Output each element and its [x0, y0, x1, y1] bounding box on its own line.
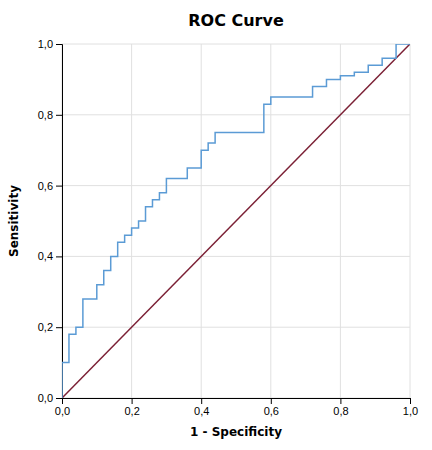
x-axis-tick-label: 0,8 — [333, 405, 348, 417]
y-axis-tick-label: 0,8 — [38, 109, 53, 121]
y-axis: 0,0 0,2 0,4 0,6 0,8 1,0 — [38, 38, 63, 404]
plot-area: 0,0 0,2 0,4 0,6 0,8 1,0 0,0 0,2 0,4 0,6 0,8 1,0 — [38, 38, 418, 417]
y-axis-tick-mark — [56, 115, 62, 116]
x-axis-tick-label: 1,0 — [403, 405, 418, 417]
x-axis: 0,0 0,2 0,4 0,6 0,8 1,0 — [55, 398, 418, 417]
y-axis-domain — [56, 45, 63, 399]
y-axis-tick: 0,4 — [38, 250, 62, 262]
x-axis-tick-mark — [410, 398, 411, 404]
x-axis-tick-label: 0,4 — [194, 405, 209, 417]
series-line — [62, 44, 410, 398]
y-axis-tick: 0,2 — [38, 321, 62, 333]
y-axis-tick: 0,8 — [38, 109, 62, 121]
y-axis-tick-label: 0,2 — [38, 321, 53, 333]
x-axis-tick-mark — [201, 398, 202, 404]
y-axis-tick-label: 0,0 — [38, 392, 53, 404]
grid-line-y — [62, 44, 410, 45]
y-axis-tick-mark — [56, 398, 62, 399]
y-axis-tick: 0,0 — [38, 392, 62, 404]
x-axis-tick-label: 0,6 — [264, 405, 279, 417]
y-axis-tick-mark — [56, 186, 62, 187]
x-axis-tick-label: 0,0 — [55, 405, 70, 417]
y-axis-tick: 1,0 — [38, 38, 62, 50]
y-axis-tick-mark — [56, 256, 62, 257]
grid-line-x — [201, 44, 202, 398]
chart: 0,0 0,2 0,4 0,6 0,8 1,0 0,0 0,2 0,4 0,6 0,8 1,0 ROC … — [0, 0, 432, 450]
title: ROC Curve — [188, 11, 284, 30]
y-axis-title: Sensitivity — [7, 185, 21, 257]
x-axis-title: 1 - Specificity — [190, 425, 282, 439]
x-axis-tick: 1,0 — [403, 398, 418, 417]
series-line — [62, 44, 410, 398]
series-group — [62, 44, 410, 398]
grid-line-x — [131, 44, 132, 398]
x-axis-tick-label: 0,2 — [124, 405, 139, 417]
y-axis-tick-mark — [56, 327, 62, 328]
x-axis-domain — [63, 399, 411, 405]
grid-line-y — [62, 327, 410, 328]
grid-line-y — [62, 114, 410, 115]
x-axis-tick-mark — [340, 398, 341, 404]
y-axis-tick: 0,6 — [38, 180, 62, 192]
y-axis-tick-label: 0,4 — [38, 250, 53, 262]
x-axis-tick: 0,4 — [194, 398, 209, 417]
grid-line-y — [62, 185, 410, 186]
grid-line-x — [340, 44, 341, 398]
x-axis-tick: 0,6 — [264, 398, 279, 417]
grid-line-x — [410, 44, 411, 398]
y-axis-tick-label: 0,6 — [38, 180, 53, 192]
x-axis-tick: 0,2 — [124, 398, 139, 417]
x-axis-tick: 0,8 — [333, 398, 348, 417]
x-axis-tick-mark — [132, 398, 133, 404]
grid — [62, 44, 410, 398]
y-axis-tick-label: 1,0 — [38, 38, 53, 50]
x-axis-tick-mark — [271, 398, 272, 404]
x-axis-tick: 0,0 — [55, 398, 70, 417]
y-axis-tick-mark — [56, 44, 62, 45]
